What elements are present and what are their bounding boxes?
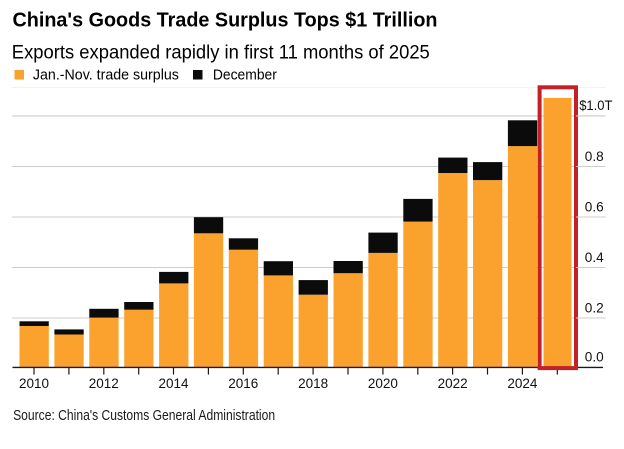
svg-text:2022: 2022 [438,376,468,391]
svg-text:0.6: 0.6 [585,199,604,214]
svg-text:2024: 2024 [507,376,538,391]
svg-text:December: December [213,68,277,84]
svg-text:$1.0T: $1.0T [579,98,613,113]
svg-text:Source: China's Customs Genera: Source: China's Customs General Administ… [13,408,275,424]
svg-text:Jan.-Nov. trade surplus: Jan.-Nov. trade surplus [33,68,179,84]
svg-text:0.4: 0.4 [585,250,604,265]
svg-text:2012: 2012 [89,376,119,391]
svg-text:2010: 2010 [19,376,49,391]
svg-text:0.2: 0.2 [585,300,604,315]
svg-text:0.0: 0.0 [585,349,604,364]
svg-text:Exports expanded rapidly in fi: Exports expanded rapidly in first 11 mon… [12,42,430,63]
svg-text:2018: 2018 [298,376,328,391]
svg-text:2014: 2014 [158,376,189,391]
svg-text:0.8: 0.8 [585,149,604,164]
svg-text:2016: 2016 [228,376,258,391]
svg-text:China's Goods Trade Surplus To: China's Goods Trade Surplus Tops $1 Tril… [13,10,438,32]
svg-text:2020: 2020 [368,376,398,391]
